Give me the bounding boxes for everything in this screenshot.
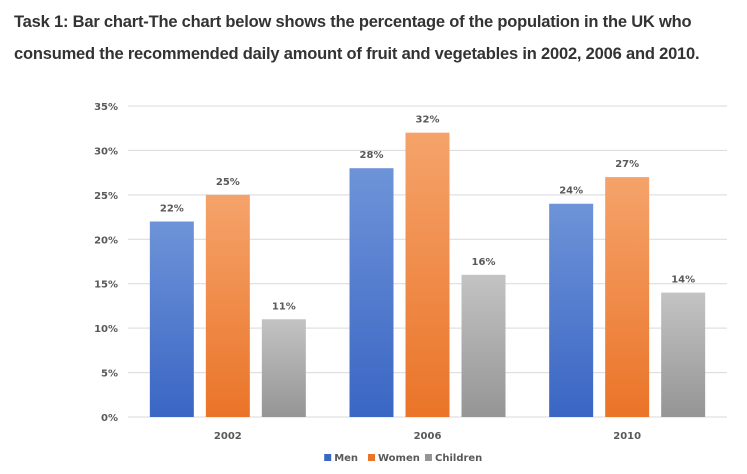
x-tick-label: 2002 bbox=[214, 431, 242, 442]
bar-women-2010 bbox=[605, 177, 650, 417]
x-tick-label: 2010 bbox=[613, 431, 641, 442]
bar-men-2002 bbox=[149, 221, 194, 417]
x-tick-label: 2006 bbox=[414, 431, 442, 442]
bars bbox=[149, 132, 706, 417]
legend-label: Children bbox=[435, 453, 482, 464]
bar-children-2010 bbox=[661, 292, 706, 417]
data-label: 24% bbox=[559, 186, 583, 197]
x-axis-tick-labels: 2002 2006 2010 bbox=[214, 431, 641, 442]
bar-men-2010 bbox=[549, 203, 594, 417]
y-tick-label: 10% bbox=[94, 324, 118, 335]
legend-item-men: Men bbox=[324, 453, 358, 464]
data-label: 22% bbox=[160, 204, 184, 215]
data-label: 25% bbox=[216, 177, 240, 188]
y-axis-tick-labels: 0% 5% 10% 15% 20% 25% 30% 35% bbox=[94, 102, 118, 424]
data-label: 11% bbox=[272, 301, 296, 312]
bar-men-2006 bbox=[349, 168, 394, 417]
legend-label: Men bbox=[334, 453, 358, 464]
data-label: 14% bbox=[671, 275, 695, 286]
bar-children-2006 bbox=[461, 274, 506, 417]
legend-item-women: Women bbox=[368, 453, 420, 464]
task-heading: Task 1: Bar chart-The chart below shows … bbox=[14, 13, 700, 63]
data-label: 27% bbox=[615, 159, 639, 170]
y-tick-label: 20% bbox=[94, 235, 118, 246]
data-label: 28% bbox=[360, 150, 384, 161]
legend-label: Women bbox=[378, 453, 420, 464]
bar-children-2002 bbox=[261, 319, 306, 417]
legend-swatch bbox=[324, 454, 332, 461]
bar-women-2002 bbox=[205, 194, 250, 417]
y-tick-label: 30% bbox=[94, 146, 118, 157]
y-tick-label: 5% bbox=[101, 369, 118, 380]
legend-item-children: Children bbox=[425, 453, 482, 464]
legend-swatch bbox=[368, 454, 375, 461]
data-label: 32% bbox=[416, 115, 440, 126]
y-tick-label: 25% bbox=[94, 191, 118, 202]
y-tick-label: 0% bbox=[101, 413, 118, 424]
data-label: 16% bbox=[472, 257, 496, 268]
bar-women-2006 bbox=[405, 132, 450, 417]
legend: Men Women Children bbox=[324, 453, 482, 464]
y-tick-label: 35% bbox=[94, 102, 118, 113]
data-labels: 22% 25% 11% 28% 32% 16% 24% 27% 14% bbox=[160, 115, 695, 313]
y-tick-label: 15% bbox=[94, 280, 118, 291]
legend-swatch bbox=[425, 454, 432, 461]
